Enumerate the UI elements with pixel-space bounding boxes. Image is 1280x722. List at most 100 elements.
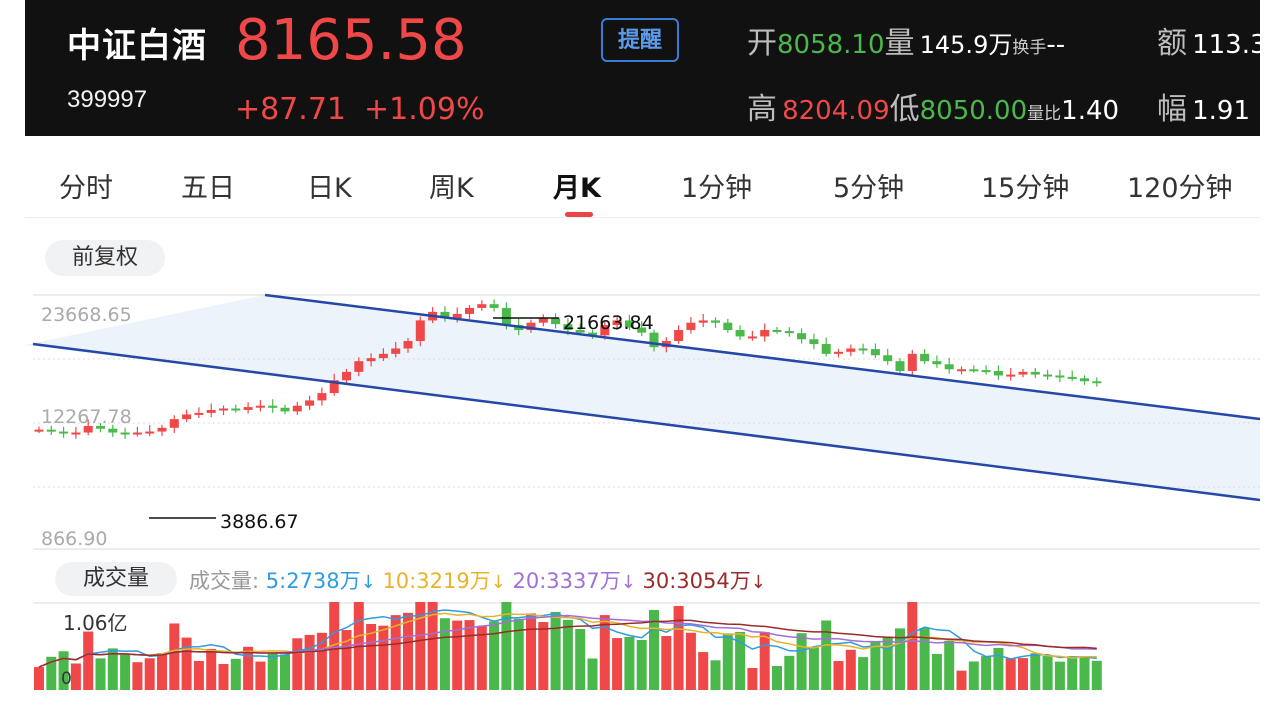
volume-bar	[1042, 655, 1053, 690]
volume-bar	[378, 625, 389, 690]
volume-bar	[267, 653, 278, 690]
volume-bar	[895, 628, 905, 690]
volume-ma-legend: 成交量: 5:2738万↓ 10:3219万↓ 20:3337万↓ 30:305…	[189, 565, 766, 595]
tab-daily-k[interactable]: 日K	[307, 173, 352, 204]
volume-bar	[882, 636, 893, 690]
kline-chart[interactable]: 23668.65 12267.78 866.90 21663.84 3886.6…	[25, 285, 1260, 555]
volume-bar	[181, 637, 192, 690]
volume-bar	[83, 631, 94, 690]
volume-bar	[132, 662, 143, 690]
tab-1min[interactable]: 1分钟	[681, 173, 753, 204]
current-price: 8165.58	[235, 8, 467, 73]
screen-edge	[1260, 0, 1280, 722]
volume-bar	[636, 640, 647, 690]
trend-channel-lower	[32, 342, 1260, 502]
adjust-mode-button[interactable]: 前复权	[45, 240, 165, 276]
ma20-value: 20:3337万	[512, 569, 621, 593]
amount-label: 额	[1157, 26, 1187, 61]
volume-bar	[747, 668, 758, 690]
candle-body	[1080, 378, 1089, 382]
volume-bar	[649, 609, 659, 690]
volume-bar	[439, 618, 450, 690]
remind-button[interactable]: 提醒	[601, 18, 679, 62]
app-frame: 中证白酒 399997 8165.58 +87.71 +1.09% 提醒 开805…	[25, 0, 1260, 722]
volume-bar	[489, 621, 500, 690]
candle-body	[34, 429, 44, 432]
volume-bar	[870, 640, 881, 690]
volume-bar	[157, 653, 167, 690]
candle-body	[760, 330, 770, 337]
candle-body	[895, 361, 905, 371]
candle-body	[772, 330, 782, 333]
candle-body	[1006, 374, 1016, 377]
ma20-arrow: ↓	[620, 572, 636, 593]
volume-bar	[931, 653, 942, 690]
index-code: 399997	[67, 86, 148, 113]
volume-legend-prefix: 成交量:	[189, 569, 260, 593]
candle-body	[907, 353, 917, 371]
volume-bar	[858, 657, 869, 690]
period-tabs: 分时 五日 日K 周K 月K 1分钟 5分钟 15分钟 120分钟	[25, 150, 1260, 218]
candle-body	[403, 341, 413, 349]
candle-body	[132, 432, 142, 435]
tab-intraday[interactable]: 分时	[59, 173, 113, 204]
candle-body	[157, 427, 167, 432]
candle-body	[563, 324, 573, 331]
volume-bar	[1018, 658, 1028, 690]
volume-bar	[833, 661, 844, 690]
candle-body	[637, 327, 647, 333]
change-amount: +87.71	[235, 92, 347, 127]
volume-bar	[58, 651, 69, 690]
candle-body	[1055, 375, 1065, 378]
candle-body	[206, 409, 216, 413]
amplitude-label: 幅	[1157, 92, 1187, 127]
tab-five-day[interactable]: 五日	[181, 173, 235, 204]
candle-body	[846, 348, 856, 352]
volume-bar	[907, 602, 918, 690]
volume-bar	[1091, 660, 1102, 690]
candle-body	[698, 320, 708, 323]
volume-bar	[427, 602, 438, 690]
volume-bar	[120, 654, 131, 690]
ma10-value: 10:3219万	[382, 569, 491, 593]
candle-body	[920, 353, 930, 362]
volume-bar	[144, 658, 155, 690]
stats-amplitude: 幅 1.91	[1157, 84, 1250, 128]
candle-body	[46, 429, 56, 432]
volume-indicator-button[interactable]: 成交量	[55, 562, 177, 596]
volume-bar	[476, 625, 487, 690]
price-change: +87.71 +1.09%	[235, 92, 484, 127]
stats-open-volume: 开8058.10量 145.9万换手--	[747, 18, 1065, 62]
min-marker-label: 3886.67	[220, 511, 299, 533]
candle-body	[723, 322, 733, 331]
volume-bar	[415, 602, 426, 690]
candle-body	[194, 412, 204, 415]
candle-body	[538, 318, 548, 323]
ma5-value: 5:2738万	[265, 569, 361, 593]
tab-120min[interactable]: 120分钟	[1127, 173, 1233, 204]
volume-bar	[772, 665, 782, 690]
high-label: 高	[747, 92, 777, 127]
ma5-arrow: ↓	[360, 572, 376, 593]
stats-amount: 额 113.3	[1157, 18, 1260, 62]
volume-bar	[169, 623, 180, 690]
candle-body	[883, 355, 893, 362]
volume-chart[interactable]: 1.06亿 0	[25, 600, 1260, 718]
candle-body	[612, 320, 622, 326]
volume-bar	[673, 605, 684, 690]
volume-bar	[538, 622, 549, 690]
ma30-value: 30:3054万	[642, 569, 751, 593]
candle-body	[993, 370, 1003, 376]
tab-5min[interactable]: 5分钟	[833, 173, 905, 204]
candle-body	[305, 400, 315, 406]
candle-body	[440, 311, 450, 319]
volume-bar	[784, 655, 795, 690]
candle-body	[1043, 374, 1053, 377]
tab-15min[interactable]: 15分钟	[981, 173, 1070, 204]
tab-weekly-k[interactable]: 周K	[429, 173, 474, 204]
candle-body	[182, 414, 192, 420]
volume-bar	[95, 658, 106, 690]
tab-monthly-k[interactable]: 月K	[553, 173, 601, 204]
candle-body	[391, 348, 401, 354]
candle-body	[600, 325, 610, 336]
